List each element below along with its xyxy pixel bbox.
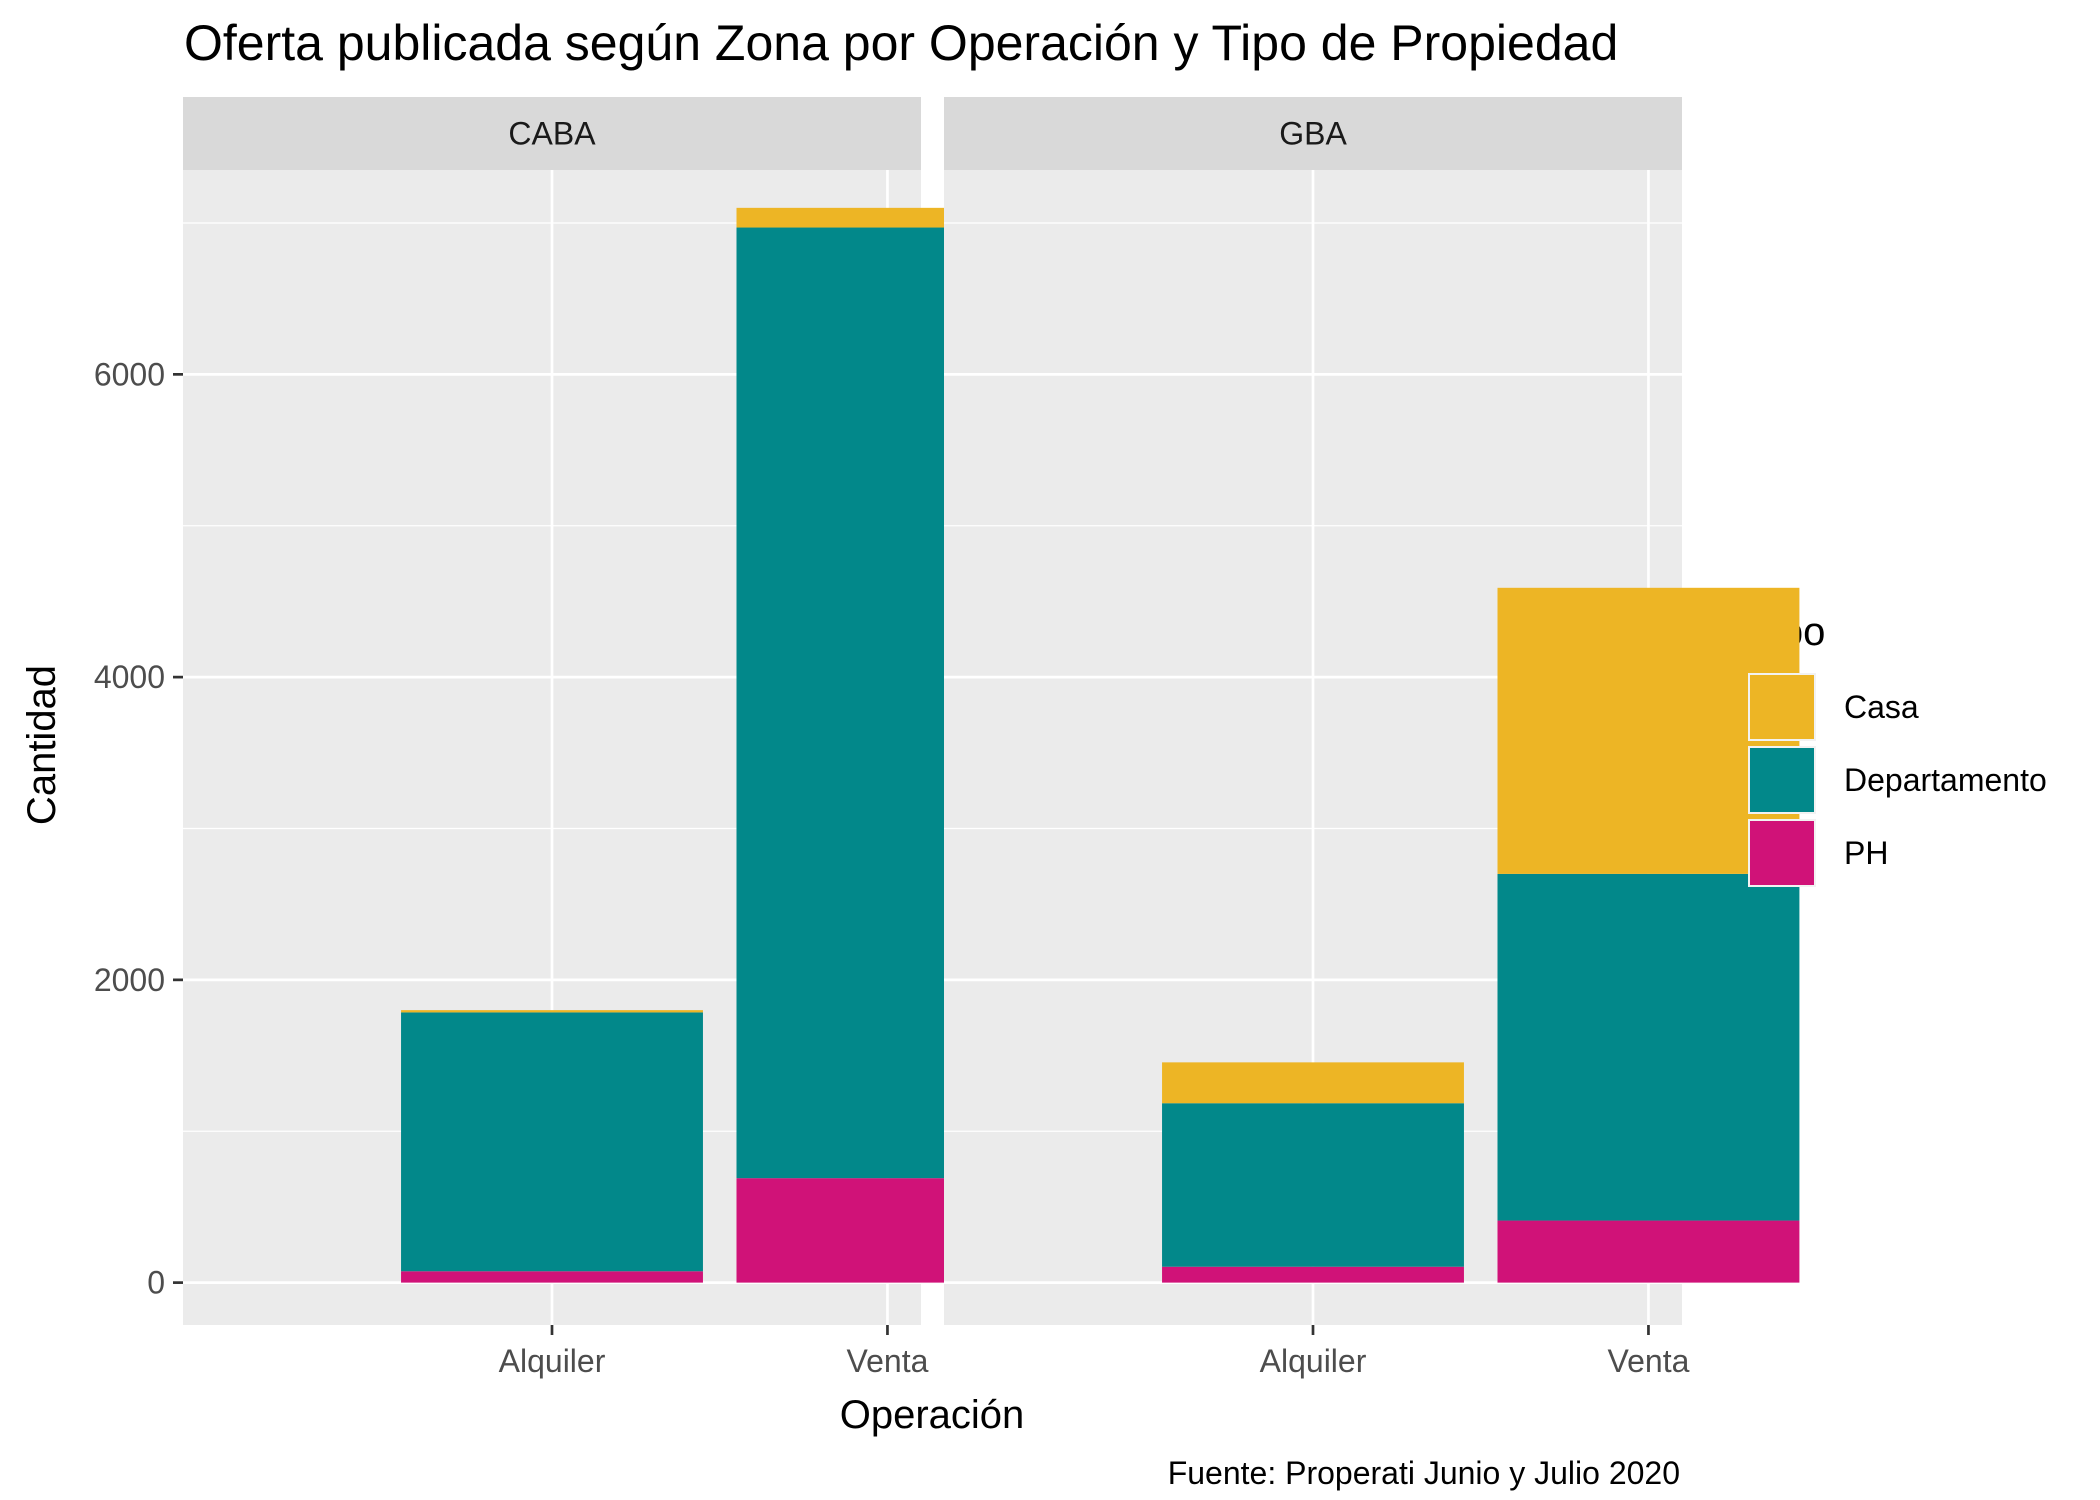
x-tick-label: Venta	[1608, 1343, 1690, 1379]
legend: Casa Departamento PH	[1748, 673, 2047, 887]
caption: Fuente: Properati Junio y Julio 2020	[1168, 1455, 1680, 1491]
y-tick-label: 4000	[94, 659, 165, 695]
bar-casa-alquiler	[401, 1010, 703, 1013]
strip-background	[944, 97, 1682, 170]
strip-label: CABA	[508, 116, 596, 152]
y-tick-label: 6000	[94, 356, 165, 392]
legend-label-casa: Casa	[1844, 689, 1919, 725]
y-tick-label: 2000	[94, 962, 165, 998]
panel-gba: GBA Alquiler Venta	[944, 97, 1800, 1379]
x-axis-title: Operación	[840, 1393, 1025, 1437]
panels-layer: CABA Alquiler Venta GBA Alquiler Venta 0 2000 40…	[94, 97, 1800, 1379]
bar-departamento-alquiler	[401, 1012, 703, 1272]
x-tick-label: Alquiler	[1260, 1343, 1367, 1379]
y-axis: 0 2000 4000 6000	[94, 356, 183, 1301]
x-tick-label: Venta	[847, 1343, 929, 1379]
x-tick-label: Alquiler	[499, 1343, 606, 1379]
bar-departamento-alquiler	[1162, 1103, 1464, 1267]
bar-ph-alquiler	[1162, 1266, 1464, 1283]
panel-caba: CABA Alquiler Venta	[183, 97, 1039, 1379]
y-tick-label: 0	[147, 1265, 165, 1301]
legend-swatch-casa	[1750, 675, 1814, 739]
legend-swatch-departamento	[1750, 748, 1814, 812]
legend-label-ph: PH	[1844, 835, 1888, 871]
legend-label-departamento: Departamento	[1844, 762, 2047, 798]
bar-casa-alquiler	[1162, 1062, 1464, 1104]
strip-background	[183, 97, 921, 170]
chart-title: Oferta publicada según Zona por Operació…	[184, 15, 1618, 71]
strip-label: GBA	[1279, 116, 1347, 152]
bar-ph-venta	[1497, 1220, 1800, 1283]
y-axis-title: Cantidad	[20, 665, 64, 825]
bar-ph-alquiler	[401, 1271, 703, 1283]
bar-departamento-venta	[1497, 873, 1800, 1221]
legend-swatch-ph	[1750, 821, 1814, 885]
